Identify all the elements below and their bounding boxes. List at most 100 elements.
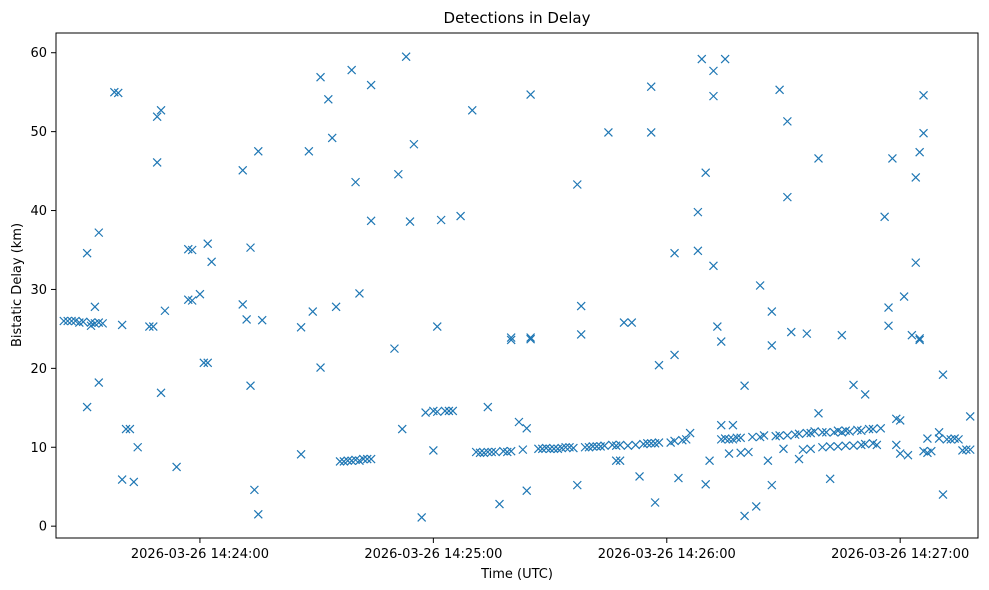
data-point-marker (884, 321, 893, 331)
data-point-marker (580, 442, 590, 452)
data-point-marker (94, 378, 104, 387)
data-point-marker (825, 474, 835, 484)
data-markers (59, 52, 975, 522)
data-point-marker (401, 52, 411, 62)
data-point-marker (779, 444, 788, 454)
y-tick-label: 40 (30, 204, 47, 219)
data-point-marker (798, 445, 808, 455)
data-point-marker (207, 257, 217, 267)
data-point-marker (600, 441, 609, 451)
data-point-marker (246, 243, 255, 253)
data-point-marker (94, 228, 104, 238)
data-point-marker (670, 436, 679, 446)
data-point-marker (343, 456, 353, 466)
data-point-marker (526, 333, 536, 343)
data-point-marker (514, 417, 524, 427)
data-point-marker (849, 380, 858, 390)
data-point-marker (907, 330, 917, 340)
data-point-marker (915, 147, 925, 157)
data-point-marker (821, 427, 831, 437)
data-point-marker (588, 442, 598, 451)
data-point-marker (767, 307, 777, 316)
data-point-marker (693, 207, 703, 217)
data-point-marker (728, 420, 738, 430)
y-tick-label: 30 (30, 283, 47, 298)
data-point-marker (736, 448, 746, 458)
data-point-marker (495, 499, 504, 509)
data-point-marker (934, 434, 944, 444)
data-point-marker (701, 168, 711, 178)
data-point-marker (837, 330, 847, 340)
data-point-marker (794, 429, 804, 439)
data-point-marker (631, 440, 641, 450)
data-point-marker (911, 172, 921, 182)
data-point-marker (335, 457, 345, 466)
data-point-marker (82, 402, 92, 412)
data-point-marker (627, 318, 637, 328)
data-point-marker (693, 246, 703, 256)
data-point-marker (786, 327, 796, 337)
data-point-marker (156, 105, 166, 115)
data-point-marker (899, 292, 909, 301)
data-point-marker (724, 449, 734, 458)
data-point-marker (961, 445, 971, 455)
data-point-marker (444, 406, 454, 416)
data-point-marker (304, 146, 314, 156)
data-point-marker (670, 350, 679, 360)
data-point-marker (117, 320, 127, 330)
data-point-marker (428, 445, 438, 455)
data-point-marker (409, 139, 419, 149)
data-point-marker (747, 432, 757, 442)
data-point-marker (654, 360, 664, 370)
data-point-marker (709, 66, 718, 76)
data-point-marker (817, 442, 827, 452)
data-point-marker (670, 248, 679, 258)
data-point-marker (483, 447, 493, 457)
data-point-marker (506, 335, 516, 345)
data-point-marker (86, 321, 96, 331)
data-point-marker (646, 127, 656, 137)
x-axis: 2026-03-26 14:24:00 2026-03-26 14:25:00 20… (131, 538, 969, 562)
data-point-marker (833, 442, 843, 451)
data-point-marker (327, 133, 337, 143)
data-point-marker (751, 502, 761, 511)
data-point-marker (915, 333, 925, 343)
data-point-marker (732, 433, 742, 443)
data-point-marker (249, 485, 259, 495)
data-point-marker (891, 440, 901, 450)
data-point-marker (716, 420, 726, 430)
data-point-marker (615, 456, 625, 466)
y-tick-label: 50 (30, 125, 47, 140)
data-point-marker (919, 128, 928, 138)
data-point-marker (759, 430, 769, 440)
data-point-marker (187, 296, 197, 305)
data-point-marker (938, 490, 948, 500)
data-point-marker (156, 388, 166, 398)
data-point-marker (860, 439, 870, 449)
data-point-marker (603, 127, 613, 137)
data-point-marker (199, 358, 209, 368)
data-point-marker (491, 447, 501, 457)
data-point-marker (238, 300, 248, 309)
data-point-marker (568, 443, 578, 453)
data-point-marker (942, 434, 952, 444)
data-point-marker (856, 426, 866, 436)
data-point-marker (506, 333, 516, 343)
data-point-marker (802, 329, 812, 339)
data-point-marker (763, 456, 773, 466)
data-point-marker (117, 475, 127, 485)
y-axis: 0 10 20 30 40 50 60 (30, 46, 56, 535)
data-point-marker (623, 441, 633, 451)
data-point-marker (203, 239, 213, 249)
data-point-marker (895, 449, 905, 458)
data-point-marker (697, 54, 707, 64)
data-point-marker (549, 444, 559, 454)
data-point-marker (63, 316, 73, 326)
data-point-marker (872, 440, 882, 450)
data-point-marker (654, 438, 664, 447)
data-point-marker (483, 402, 493, 412)
data-point-marker (919, 90, 928, 100)
data-point-marker (152, 112, 162, 122)
data-point-marker (615, 440, 625, 450)
data-point-marker (911, 258, 921, 268)
